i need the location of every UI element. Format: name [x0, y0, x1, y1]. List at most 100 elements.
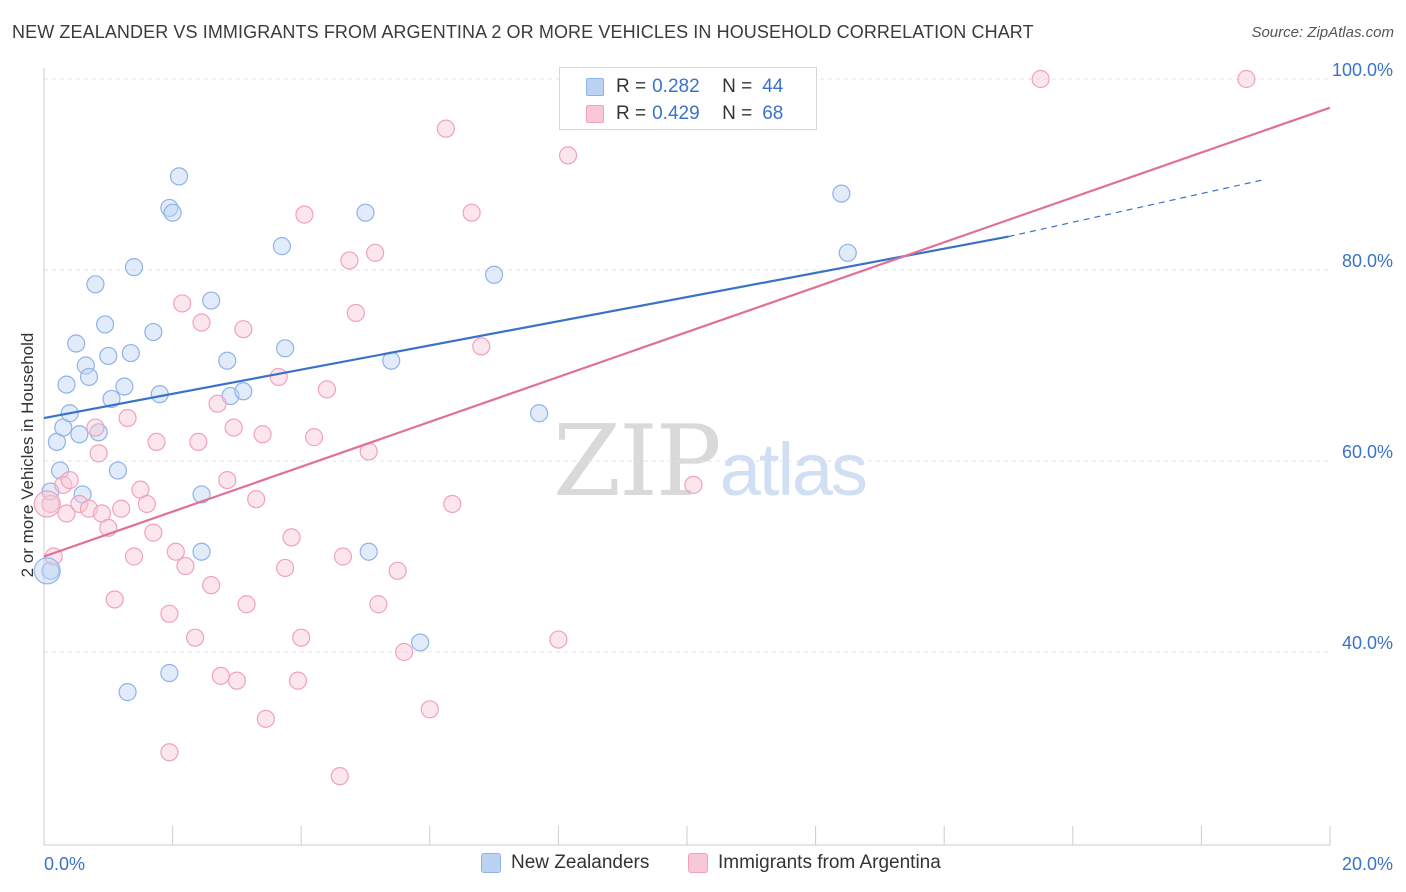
argentina-point: [288, 671, 308, 690]
n-label: N =: [722, 76, 753, 97]
argentina-point: [189, 432, 208, 451]
r-value: 0.282: [652, 76, 700, 97]
r-value: 0.429: [652, 103, 700, 124]
argentina-point: [247, 490, 266, 509]
argentina-point: [420, 700, 439, 719]
argentina-point: [330, 767, 349, 786]
argentina-point: [60, 471, 79, 490]
new-zealanders-point: [41, 561, 60, 580]
y-tick-label: 60.0%: [1342, 442, 1393, 462]
new-zealanders-point: [99, 346, 118, 366]
argentina-point: [369, 595, 388, 614]
argentina-point: [227, 671, 246, 690]
argentina-point: [346, 303, 365, 323]
new-zealanders-point: [411, 633, 430, 652]
watermark-atlas: atlas: [719, 428, 868, 511]
argentina-point: [147, 432, 166, 451]
legend-label: New Zealanders: [511, 852, 650, 873]
new-zealanders-point: [115, 377, 134, 396]
r-label: R =: [616, 103, 647, 124]
watermark: ZIPatlas: [553, 405, 868, 519]
y-tick-label: 80.0%: [1342, 251, 1393, 271]
n-value: 44: [762, 76, 784, 97]
argentina-point: [462, 203, 481, 222]
new-zealanders-point: [144, 322, 163, 342]
series-legend: New Zealanders Immigrants from Argentina: [0, 852, 1406, 878]
argentina-point: [41, 494, 60, 514]
argentina-point: [436, 119, 455, 138]
argentina-point: [295, 205, 314, 224]
argentina-point: [160, 743, 179, 762]
argentina-point: [317, 380, 337, 399]
argentina-swatch: [586, 105, 604, 123]
new-zealanders-point: [485, 265, 504, 284]
new-zealanders-point: [79, 367, 99, 387]
source-credit: Source: ZipAtlas.com: [1251, 24, 1394, 41]
n-value: 68: [762, 103, 784, 124]
y-tick-label: 100.0%: [1332, 60, 1393, 80]
argentina-point: [211, 666, 230, 685]
argentina-point: [1031, 69, 1050, 89]
argentina-trend-line: [43, 106, 1331, 558]
argentina-point: [443, 494, 462, 514]
argentina-point: [173, 294, 192, 313]
argentina-point: [1237, 69, 1256, 89]
argentina-point: [208, 394, 227, 413]
new-zealanders-point: [50, 461, 70, 480]
argentina-point: [112, 499, 131, 518]
argentina-point: [276, 558, 295, 578]
legend-item-new-zealanders[interactable]: New Zealanders: [481, 852, 649, 874]
new-zealanders-point: [76, 356, 95, 375]
argentina-point: [366, 243, 385, 262]
argentina-point: [549, 630, 568, 649]
new-zealanders-point: [95, 315, 115, 334]
new-zealanders-point: [57, 375, 76, 394]
argentina-legend-swatch: [688, 853, 708, 873]
new-zealanders-point: [192, 485, 211, 504]
argentina-point: [160, 604, 179, 623]
argentina-point: [176, 556, 195, 576]
new-zealanders-point: [356, 203, 375, 222]
argentina-point: [89, 444, 108, 463]
new-zealanders-point: [169, 167, 189, 186]
argentina-point: [86, 418, 105, 437]
new-zealanders-point: [70, 425, 89, 444]
argentina-point: [340, 251, 359, 270]
r-label: R =: [616, 76, 647, 97]
new-zealanders-point: [192, 542, 211, 561]
argentina-point: [394, 642, 414, 662]
new-zealanders-point: [102, 389, 121, 409]
new-zealanders-point: [838, 243, 857, 262]
argentina-point: [304, 428, 324, 447]
argentina-point: [388, 561, 407, 580]
new-zealanders-point: [359, 542, 378, 561]
legend-item-argentina[interactable]: Immigrants from Argentina: [688, 852, 941, 874]
argentina-point: [292, 628, 311, 647]
new-zealanders-point: [121, 343, 140, 363]
y-tick-label: 40.0%: [1342, 633, 1393, 653]
x-tick-label: 20.0%: [1342, 854, 1393, 874]
argentina-point: [253, 425, 272, 444]
y-axis-label: 2 or more Vehicles in Household: [18, 332, 37, 578]
new-zealanders-legend-swatch: [481, 853, 501, 873]
argentina-point: [218, 471, 237, 490]
stats-legend: R = 0.282 N = 44 R = 0.429 N = 68: [559, 67, 817, 130]
argentina-point: [144, 523, 163, 542]
argentina-point: [472, 337, 491, 356]
new-zealanders-swatch: [586, 78, 604, 96]
argentina-point: [256, 709, 275, 728]
new-zealanders-point: [530, 404, 549, 423]
new-zealanders-point: [234, 382, 253, 401]
argentina-point: [282, 528, 301, 547]
argentina-point: [558, 146, 578, 165]
argentina-point: [237, 595, 256, 614]
argentina-point: [234, 320, 253, 339]
argentina-point: [118, 408, 137, 428]
new-zealanders-point: [67, 334, 86, 353]
new-zealanders-point: [124, 258, 144, 277]
new-zealanders-point: [108, 461, 128, 480]
argentina-point: [105, 590, 124, 609]
argentina-point: [70, 494, 89, 514]
new-zealanders-point: [272, 237, 292, 256]
